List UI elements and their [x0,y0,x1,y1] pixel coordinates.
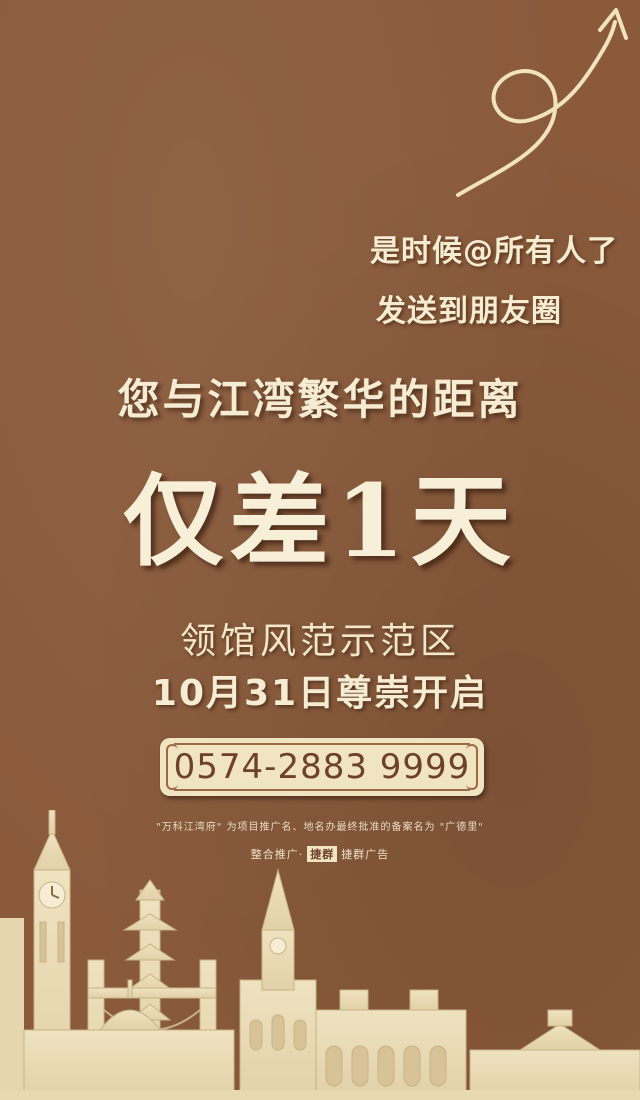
opening-date: 10月31日尊崇开启 [151,673,489,714]
phone-number[interactable]: 0574-2883 9999 [173,747,471,787]
share-line-1: 是时候@所有人了 [370,234,618,269]
countdown-title: 仅差1天 [123,462,517,580]
phone-badge[interactable]: 0574-2883 9999 [160,738,484,796]
disclaimer: "万科江湾府" 为项目推广名、地名办最终批准的备案名为 "广德里" [156,822,484,833]
agency-logo: 捷群 [307,846,338,862]
agency-credit: 整合推广· 捷群 捷群广告 [250,846,390,862]
share-line-2: 发送到朋友圈 [376,294,562,329]
venue-name: 领馆风范示范区 [179,621,460,662]
curly-arrow-icon [456,8,628,197]
dome-building [23,979,235,1100]
phone-frame [174,743,470,791]
church [239,868,317,1100]
credit-prefix: 整合推广 [250,848,299,861]
arcade-building [315,989,467,1100]
pavilion [469,1009,640,1100]
headline: 您与江湾繁华的距离 [117,375,523,424]
credit-suffix: 捷群广告 [341,848,390,861]
city-skyline-illustration [0,810,640,1100]
